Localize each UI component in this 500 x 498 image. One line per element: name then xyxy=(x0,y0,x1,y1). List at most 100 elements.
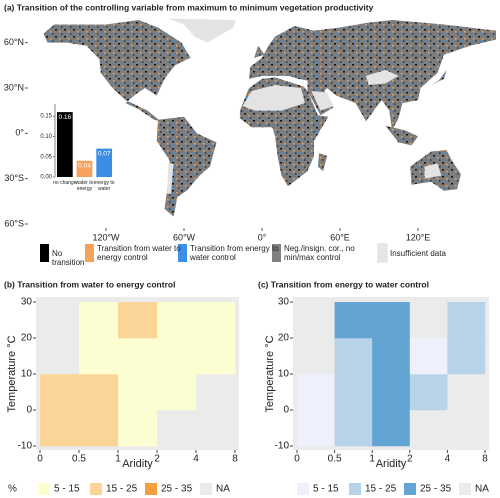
heat-cell xyxy=(334,302,373,339)
no-data-area xyxy=(366,69,399,85)
y-tick-label: 30 xyxy=(278,297,290,308)
y-tick-label: 60°N xyxy=(4,37,24,47)
x-tick-label: 4 xyxy=(193,454,199,465)
heat-cell xyxy=(334,374,373,411)
legend-label: NA xyxy=(216,484,230,495)
legend-swatch xyxy=(272,244,281,262)
heat-cell xyxy=(297,338,335,375)
legend-swatch xyxy=(200,483,212,495)
x-tick-label: 0.5 xyxy=(328,454,342,465)
heat-cell xyxy=(372,374,411,411)
heat-cell xyxy=(334,338,373,375)
heat-cell xyxy=(196,374,236,411)
legend-swatch xyxy=(404,483,416,495)
y-tick-label: 30°S xyxy=(4,173,24,183)
x-tick-label: 60°W xyxy=(173,232,196,242)
heat-cell xyxy=(372,410,411,447)
heat-cell xyxy=(157,338,197,375)
x-tick-label: 2 xyxy=(407,454,413,465)
legend-swatch xyxy=(377,243,388,263)
heat-cell xyxy=(372,302,411,339)
no-data-area xyxy=(424,163,442,179)
legend-label: 5 - 15 xyxy=(313,484,339,495)
bar-label: 0.16 xyxy=(59,114,72,121)
land xyxy=(431,69,447,85)
panel-title: (a) Transition of the controlling variab… xyxy=(4,2,374,12)
land xyxy=(156,116,217,217)
x-tick-label: energy to water xyxy=(93,180,115,192)
inset-bg xyxy=(29,96,117,199)
legend-swatch xyxy=(145,483,157,495)
heat-cell xyxy=(409,302,448,339)
y-tick-label: 20 xyxy=(21,333,33,344)
x-tick-label: no change xyxy=(53,180,77,186)
legend-label: 15 - 25 xyxy=(365,484,397,495)
x-tick-label: 0 xyxy=(37,454,43,465)
y-tick-label: 30 xyxy=(21,297,33,308)
x-axis-title: Aridity xyxy=(122,458,153,470)
heat-cell xyxy=(196,410,236,447)
y-tick-label: 60°S xyxy=(4,218,24,228)
legend-swatch xyxy=(85,244,94,262)
legend-swatch xyxy=(40,244,49,262)
heat-cell xyxy=(40,302,80,339)
legend-swatch xyxy=(459,483,471,495)
heat-cell xyxy=(409,410,448,447)
x-tick-label: 60°E xyxy=(330,232,350,242)
y-tick-label: 0.15 xyxy=(40,114,52,120)
y-tick-label: 0 xyxy=(26,405,32,416)
heat-cell xyxy=(196,338,236,375)
legend-label: 15 - 25 xyxy=(106,484,138,495)
land xyxy=(317,152,327,172)
heat-cell xyxy=(297,302,335,339)
no-data-area xyxy=(167,163,174,194)
y-tick-label: 0° xyxy=(15,128,24,138)
bar xyxy=(96,148,113,177)
x-tick-label: 0 xyxy=(294,454,300,465)
x-tick-label: 8 xyxy=(232,454,238,465)
x-tick-label: 1 xyxy=(369,454,375,465)
legend-swatch xyxy=(349,483,361,495)
y-tick-label: 30°N xyxy=(4,82,24,92)
heat-cell xyxy=(79,374,119,411)
legend-swatch xyxy=(90,483,102,495)
panel-title: (b) Transition from water to energy cont… xyxy=(4,279,175,289)
x-tick-label: water to energy xyxy=(75,180,94,192)
x-tick-label: 4 xyxy=(445,454,451,465)
heat-cell xyxy=(297,410,335,447)
heat-cell xyxy=(447,338,486,375)
legend-label: Transition from energy to water control xyxy=(190,244,279,262)
heat-cell xyxy=(196,302,236,339)
legend-label: 5 - 15 xyxy=(54,484,80,495)
heat-cell xyxy=(118,338,158,375)
heat-cell xyxy=(157,410,197,447)
heat-cell xyxy=(157,302,197,339)
x-tick-label: 8 xyxy=(482,454,488,465)
x-tick-label: 120°E xyxy=(406,232,431,242)
heat-cell xyxy=(79,338,119,375)
heat-cell xyxy=(40,410,80,447)
y-tick-label: 0.10 xyxy=(40,134,52,140)
bar-label: 0.07 xyxy=(98,150,111,157)
heat-cell xyxy=(118,410,158,447)
heat-cell xyxy=(334,410,373,447)
heat-cell xyxy=(40,374,80,411)
y-tick-label: 10 xyxy=(21,369,33,380)
x-tick-label: 2 xyxy=(154,454,160,465)
heat-cell xyxy=(79,410,119,447)
heat-cell xyxy=(118,302,158,339)
legend-title: % xyxy=(8,484,17,495)
y-tick-label: -10 xyxy=(18,441,33,452)
land xyxy=(254,45,265,58)
no-data-area xyxy=(242,84,305,111)
y-tick-label: -10 xyxy=(275,441,290,452)
y-axis-title: Temperature °C xyxy=(6,335,18,412)
x-tick-label: 1 xyxy=(115,454,121,465)
heat-cell xyxy=(372,338,411,375)
legend-label: 25 - 35 xyxy=(420,484,452,495)
x-tick-label: 0° xyxy=(258,232,267,242)
land xyxy=(385,125,418,146)
x-tick-label: 120°W xyxy=(92,232,120,242)
